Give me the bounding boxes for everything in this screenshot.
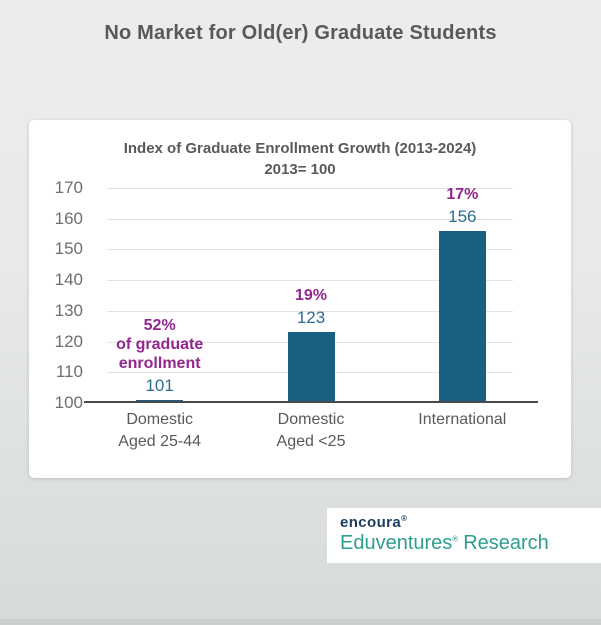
category-label-line: Aged <25 <box>276 433 346 450</box>
plot-area: 101 52% of graduate enrollment 123 19% 156 17% <box>84 185 538 403</box>
y-axis-tick-label: 130 <box>54 300 83 320</box>
gridline <box>107 218 513 220</box>
bar-annotation-line: 19% <box>294 287 328 305</box>
bar-annotation: 17% <box>387 185 537 204</box>
bar-annotation-line: of graduate <box>116 335 204 353</box>
chart-subtitle: 2013= 100 <box>264 161 336 178</box>
bar-annotation-line: 17% <box>446 186 479 203</box>
bar-annotation-line: 52% <box>143 316 176 334</box>
category-label-line: Aged 25-44 <box>118 433 202 450</box>
y-axis-tick-label: 170 <box>54 178 83 197</box>
category-label: International <box>387 409 537 431</box>
category-label: Domestic Aged 25-44 <box>85 409 235 453</box>
y-axis-tick-label: 160 <box>54 208 83 228</box>
y-axis-tick-label: 100 <box>54 393 83 412</box>
category-label-line: Domestic <box>126 411 193 428</box>
brand-logo: encoura® Eduventures® Research <box>327 508 601 563</box>
research-logo-text: Research <box>463 532 549 554</box>
bar-value-label: 123 <box>296 308 326 328</box>
y-axis-tick-label: 140 <box>54 270 83 290</box>
encoura-logo-text: encoura <box>340 514 402 531</box>
eduventures-research-logo: Eduventures® Research <box>340 532 549 555</box>
category-label: Domestic Aged <25 <box>236 409 386 453</box>
bar-annotation-line: enrollment <box>118 354 201 372</box>
bar-annotation: 52% of graduate enrollment <box>85 316 235 373</box>
gridline <box>107 249 513 251</box>
y-axis-tick-label: 150 <box>54 239 83 259</box>
y-axis-tick-label: 110 <box>55 362 83 382</box>
gridline <box>107 188 513 189</box>
encoura-logo: encoura® <box>340 514 407 531</box>
bar-value-label: 156 <box>448 207 477 226</box>
bottom-strip <box>0 619 601 625</box>
x-axis-line <box>84 401 538 403</box>
page-title: No Market for Old(er) Graduate Students <box>104 22 497 44</box>
y-axis-tick-label: 120 <box>54 331 83 351</box>
eduventures-logo-text: Eduventures <box>340 532 453 554</box>
bar <box>287 332 335 403</box>
registered-mark: ® <box>401 514 408 523</box>
gridline <box>107 310 513 312</box>
bar-value-label: 101 <box>145 375 174 395</box>
chart-title: Index of Graduate Enrollment Growth (201… <box>123 140 477 157</box>
bar-annotation: 19% <box>236 286 386 305</box>
category-label-line: Domestic <box>277 411 345 428</box>
gridline <box>107 280 513 282</box>
chart-card: Index of Graduate Enrollment Growth (201… <box>29 120 571 478</box>
category-label-line: International <box>418 411 507 428</box>
registered-mark: ® <box>452 534 459 544</box>
bar <box>438 231 486 403</box>
